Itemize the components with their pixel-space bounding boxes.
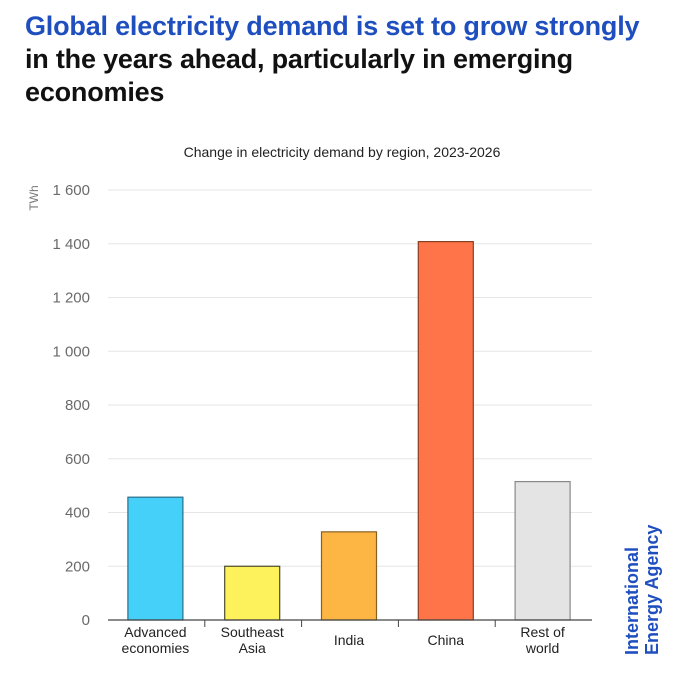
brand-line-2: Energy Agency [642,524,662,655]
bar-rest-of-world [514,480,571,621]
y-tick-label: 1 000 [52,343,90,360]
x-tick-label: Southeast [221,624,284,640]
bar-china [417,241,474,621]
y-tick-label: 1 200 [52,290,90,307]
x-tick-label: China [428,632,465,648]
y-tick-label: 800 [65,397,90,414]
x-tick-label: world [525,640,559,656]
chart-title: Change in electricity demand by region, … [183,144,501,160]
y-tick-label: 400 [65,505,90,522]
y-tick-label: 200 [65,558,90,575]
bar-advanced-economies [127,496,184,621]
x-tick-label: Rest of [520,624,564,640]
y-tick-label: 1 600 [52,182,90,199]
x-tick-label: Asia [239,640,266,656]
x-tick-label: economies [122,640,190,656]
x-tick-label: Advanced [124,624,186,640]
x-tick-label: India [334,632,365,648]
brand-line-1: International [622,546,642,655]
headline: Global electricity demand is set to grow… [25,10,665,109]
y-tick-label: 0 [82,612,90,629]
headline-rest: in the years ahead, particularly in emer… [25,44,573,107]
y-tick-label: 600 [65,451,90,468]
headline-accent: Global electricity demand is set to grow… [25,11,640,41]
y-tick-label: 1 400 [52,236,90,253]
bar-india [320,531,378,621]
bar-southeast-asia [224,565,281,621]
iea-logo: International Energy Agency [622,515,662,655]
y-axis-unit-label: TWh [27,185,41,210]
